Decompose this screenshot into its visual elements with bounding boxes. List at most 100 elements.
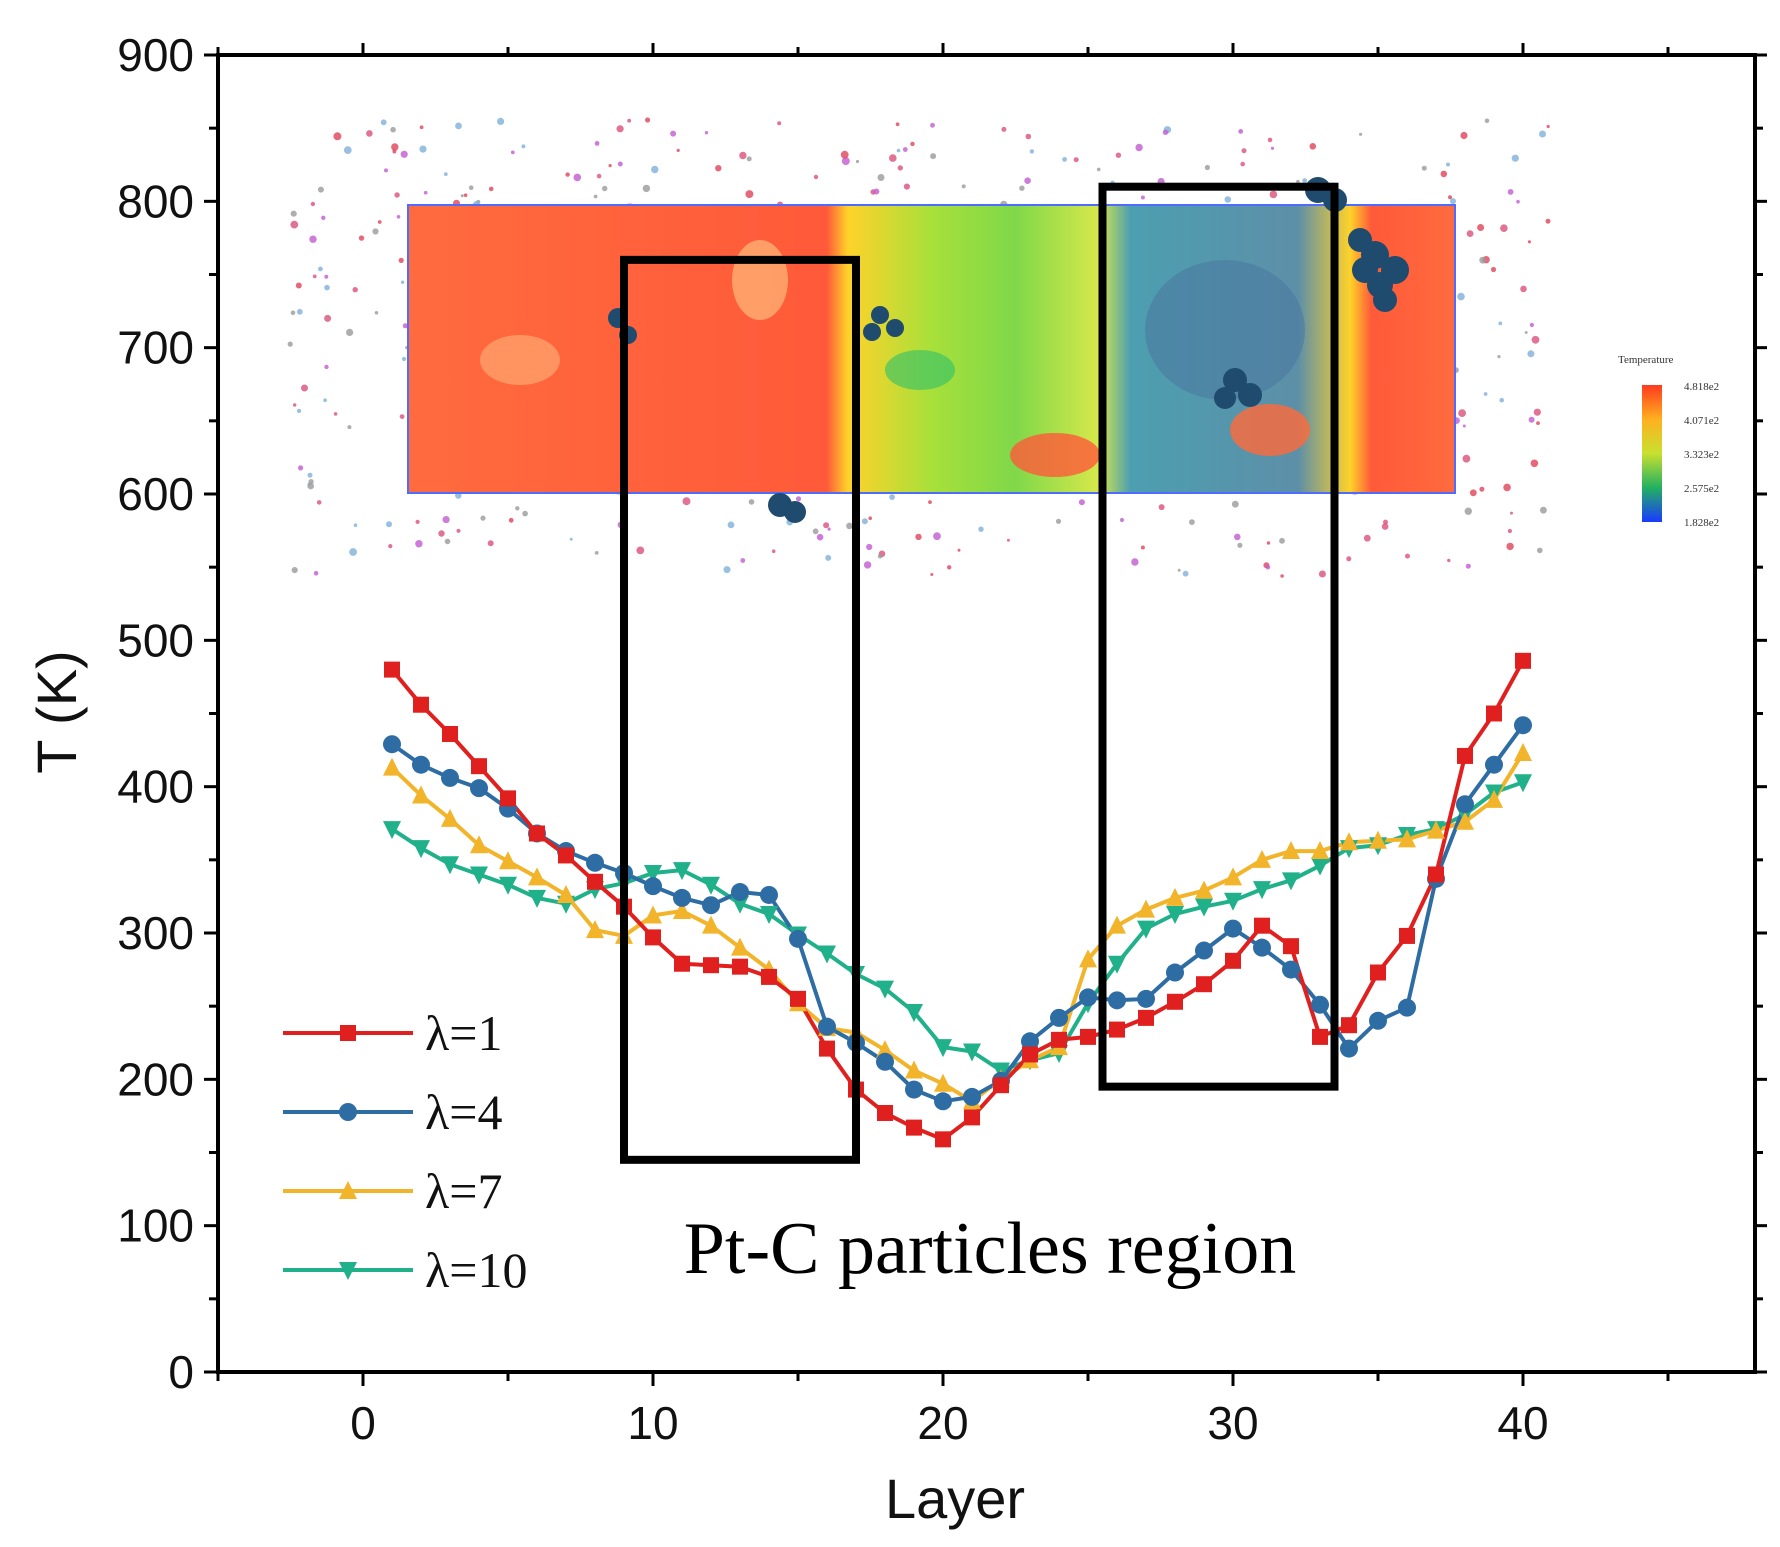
data-point (1311, 857, 1329, 876)
molecule-atom (287, 341, 293, 347)
inset-green-patch (885, 350, 955, 390)
data-point (993, 1077, 1009, 1094)
molecule-atom (1055, 518, 1062, 524)
molecule-atom (1296, 179, 1300, 184)
molecule-atom (298, 465, 304, 471)
data-point (702, 915, 720, 934)
molecule-atom (877, 554, 883, 559)
molecule-atom (727, 521, 735, 529)
molecule-atom (358, 235, 365, 241)
data-point (1398, 998, 1416, 1017)
data-point (383, 735, 401, 754)
molecule-atom (670, 130, 677, 137)
molecule-atom (1062, 157, 1067, 162)
legend-label: λ=1 (425, 1005, 502, 1061)
molecule-atom (594, 141, 600, 146)
legend-marker (340, 1025, 356, 1041)
data-point (819, 1040, 835, 1057)
data-point (1021, 1032, 1039, 1051)
molecule-atom (645, 117, 651, 123)
data-point (876, 980, 894, 999)
data-point (1283, 938, 1299, 955)
molecule-atom (386, 521, 392, 528)
molecule-atom (372, 228, 379, 235)
molecule-atom (1497, 355, 1501, 359)
molecule-atom (1158, 504, 1165, 511)
molecule-atom (415, 519, 420, 525)
x-axis-label: Layer (885, 1467, 1025, 1530)
molecule-atom (419, 125, 424, 130)
data-point (1079, 949, 1097, 968)
molecule-atom (1545, 218, 1551, 224)
molecule-atom (488, 186, 494, 192)
molecule-atom (380, 119, 387, 126)
y-tick-label: 300 (117, 907, 194, 959)
data-point (383, 821, 401, 840)
data-point (1166, 887, 1184, 906)
molecule-atom (868, 516, 872, 520)
molecule-atom (1006, 538, 1010, 542)
inset-hotspot (732, 240, 788, 320)
molecule-atom (823, 522, 830, 529)
data-point (557, 884, 575, 903)
molecule-atom (324, 284, 330, 291)
molecule-atom (508, 517, 514, 523)
molecule-atom (978, 526, 984, 532)
molecule-atom (480, 515, 486, 521)
y-tick-label: 200 (117, 1053, 194, 1105)
legend-marker (339, 1181, 357, 1199)
molecule-atom (290, 220, 299, 229)
molecule-atom (1457, 292, 1465, 301)
molecule-atom (349, 548, 357, 556)
molecule-atom (1479, 256, 1487, 264)
data-point (673, 862, 691, 881)
data-point (964, 1109, 980, 1126)
molecule-atom (1240, 161, 1245, 167)
molecule-atom (1490, 266, 1497, 273)
data-point (963, 1087, 981, 1106)
molecule-atom (390, 126, 396, 133)
data-point (1253, 849, 1271, 868)
legend-marker (339, 1103, 357, 1121)
molecule-atom (398, 257, 404, 263)
molecule-atom (400, 280, 405, 284)
molecule-atom (930, 153, 937, 160)
colorbar-label: 4.818e2 (1684, 381, 1719, 393)
molecule-atom (1078, 499, 1085, 506)
molecule-atom (1237, 542, 1243, 548)
molecule-atom (903, 183, 911, 190)
molecule-atom (1498, 321, 1503, 326)
data-point (905, 1004, 923, 1023)
data-point (1108, 955, 1126, 974)
molecule-atom (1238, 129, 1244, 134)
data-point (586, 920, 604, 939)
molecule-atom (391, 143, 399, 151)
molecule-atom (455, 122, 462, 130)
data-point (790, 990, 806, 1007)
molecule-atom (346, 328, 354, 336)
data-point (1485, 755, 1503, 774)
molecule-atom (352, 287, 358, 293)
molecule-atom (1500, 224, 1508, 232)
molecule-atom (1527, 350, 1535, 358)
inset-red-patch (1010, 433, 1100, 477)
molecule-atom (1533, 408, 1541, 416)
y-tick-label: 100 (117, 1200, 194, 1252)
data-point (470, 866, 488, 885)
molecule-atom (617, 161, 623, 167)
data-point (905, 1080, 923, 1099)
data-point (1398, 829, 1416, 848)
molecule-atom (443, 172, 448, 177)
data-point (1108, 991, 1126, 1010)
molecule-atom (394, 192, 400, 198)
data-point (1485, 789, 1503, 808)
molecule-atom (1266, 541, 1271, 545)
molecule-atom (1466, 230, 1474, 238)
molecule-atom (1524, 331, 1528, 334)
molecule-atom (1464, 507, 1473, 515)
molecule-atom (463, 193, 468, 197)
data-point (441, 808, 459, 827)
molecule-atom (1269, 190, 1278, 199)
x-tick-label: 0 (350, 1397, 376, 1449)
molecule-atom (910, 141, 915, 147)
